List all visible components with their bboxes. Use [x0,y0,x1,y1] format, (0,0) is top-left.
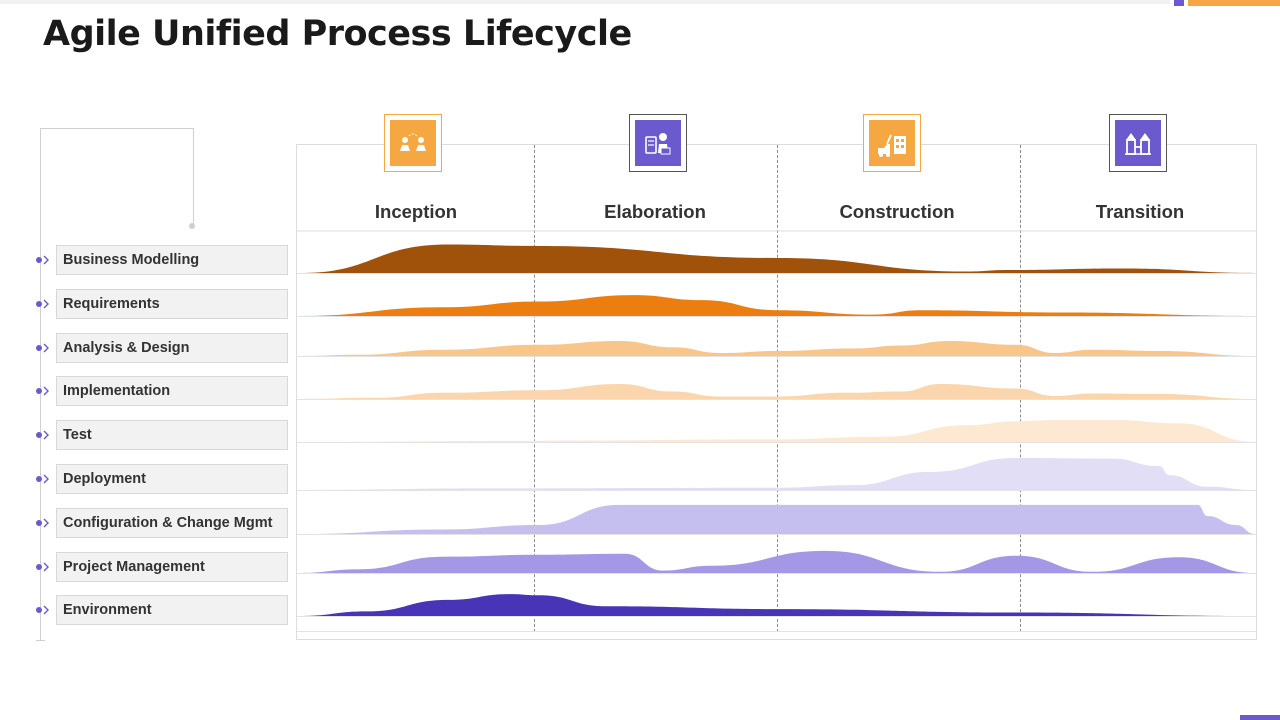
phase-label-construction: Construction [839,201,955,222]
effort-area-analysis-design [300,341,1255,356]
phase-icon-frame [629,114,687,172]
discipline-test: Test [56,420,288,450]
accent-bar-purple [1174,0,1184,6]
bullet-icon [36,299,49,309]
effort-area-deployment [300,458,1255,490]
connector-bracket [40,128,194,227]
bullet-icon [36,474,49,484]
accent-bar-orange [1188,0,1280,6]
phase-divider [1020,145,1021,632]
phase-icon-frame [1109,114,1167,172]
bullet-icon [36,386,49,396]
phase-icon-frame [863,114,921,172]
discipline-analysis-design: Analysis & Design [56,333,288,363]
accent-bar-bottom [1240,715,1280,720]
bullet-icon [36,343,49,353]
phase-label-inception: Inception [374,201,458,222]
bullet-icon [36,430,49,440]
analysis-icon [635,120,681,166]
bullet-icon [36,255,49,265]
effort-area-environment [300,594,1255,616]
page-title: Agile Unified Process Lifecycle [43,14,632,54]
people-icon [390,120,436,166]
discipline-configuration-change-mgmt: Configuration & Change Mgmt [56,508,288,538]
discipline-business-modelling: Business Modelling [56,245,288,275]
phase-divider [534,145,535,632]
discipline-axis-tick [36,640,45,641]
bullet-icon [36,605,49,615]
transition-icon [1115,120,1161,166]
phase-divider [777,145,778,632]
construction-icon [869,120,915,166]
effort-area-business-modelling [300,244,1255,273]
phase-label-elaboration: Elaboration [604,201,706,222]
bullet-icon [36,518,49,528]
discipline-implementation: Implementation [56,376,288,406]
effort-area-test [300,419,1255,442]
effort-area-implementation [300,384,1255,399]
phase-label-transition: Transition [1095,201,1185,222]
effort-area-requirements [300,295,1255,316]
discipline-environment: Environment [56,595,288,625]
effort-area-project-management [300,550,1255,573]
discipline-deployment: Deployment [56,464,288,494]
phase-icon-frame [384,114,442,172]
connector-dot [189,223,195,229]
discipline-project-management: Project Management [56,552,288,582]
lifecycle-panel [296,144,1257,640]
top-rule [0,0,1170,4]
discipline-requirements: Requirements [56,289,288,319]
bullet-icon [36,562,49,572]
effort-area-configuration-change-mgmt [300,504,1255,534]
